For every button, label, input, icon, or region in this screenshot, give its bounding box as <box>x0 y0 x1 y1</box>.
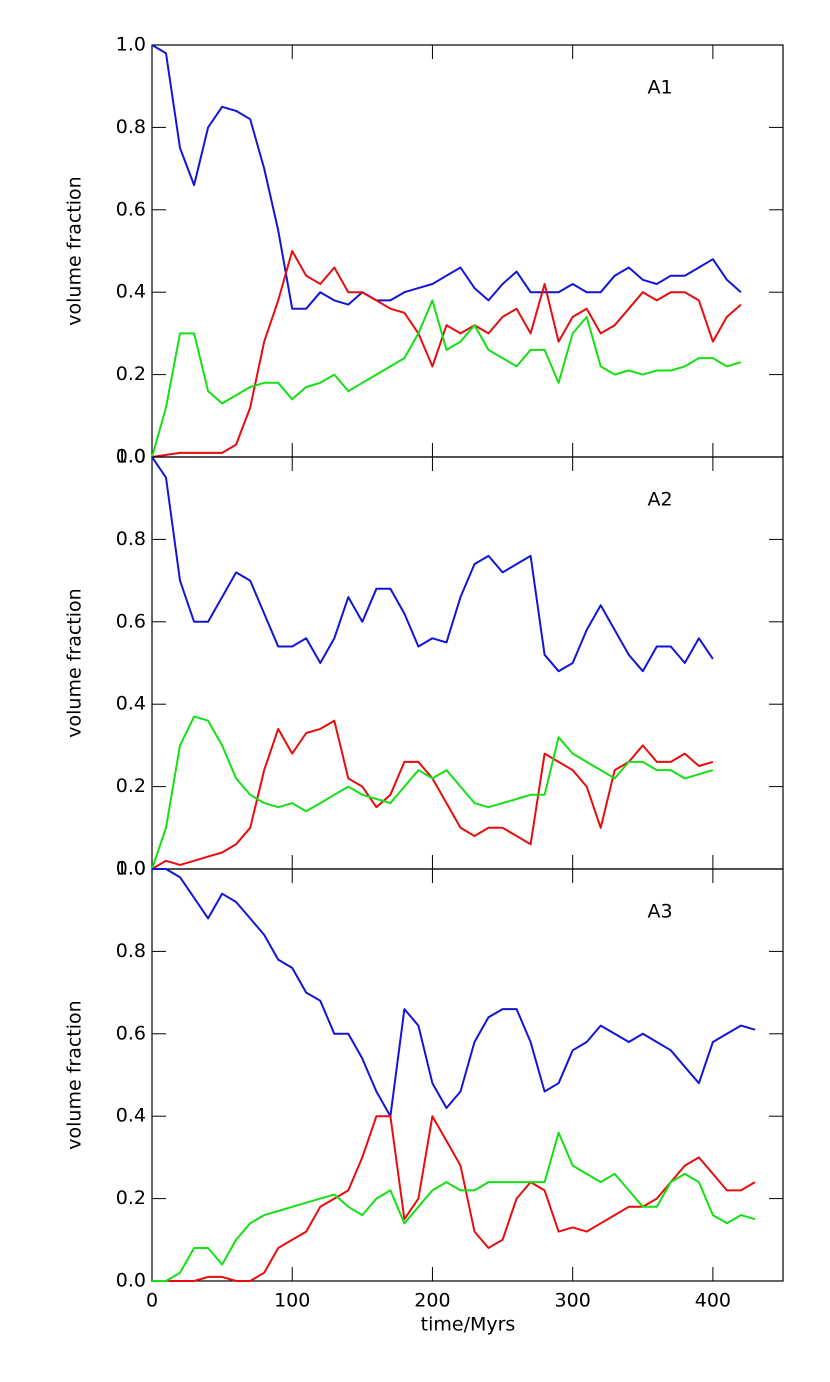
x-tick-label: 200 <box>414 1290 450 1312</box>
y-tick-label: 0.8 <box>116 940 146 962</box>
plot-frame <box>151 44 784 458</box>
y-axis-label: volume fraction <box>64 176 86 325</box>
series-line <box>151 719 714 870</box>
y-tick-label: 0.2 <box>116 1187 146 1209</box>
series-line <box>151 250 742 458</box>
x-tick-label: 300 <box>555 1290 591 1312</box>
y-tick-label: 1.0 <box>116 858 146 880</box>
y-axis-label: volume fraction <box>64 1000 86 1149</box>
series-line <box>151 715 714 870</box>
y-tick-label: 0.6 <box>116 198 146 220</box>
y-tick-label: 0.6 <box>116 1022 146 1044</box>
y-tick-label: 0.0 <box>116 446 146 468</box>
series-line <box>152 868 756 1118</box>
x-tick-label: 100 <box>274 1290 310 1312</box>
y-tick-label: 0.0 <box>116 1270 146 1292</box>
y-tick-label: 0.8 <box>116 116 146 138</box>
x-axis-label: time/Myrs <box>421 1314 516 1336</box>
plot-frame <box>151 456 784 870</box>
y-tick-label: 1.0 <box>116 34 146 56</box>
plot-frame <box>151 868 784 1282</box>
y-tick-label: 0.4 <box>116 693 146 715</box>
panel-label: A3 <box>647 901 672 923</box>
panel-label: A1 <box>647 77 672 99</box>
y-tick-label: 0.0 <box>116 858 146 880</box>
series-line <box>152 1115 756 1282</box>
x-tick-label: 400 <box>695 1290 731 1312</box>
series-line <box>152 1131 756 1282</box>
series-line <box>151 299 742 458</box>
series-line <box>151 44 742 310</box>
panel-label: A2 <box>647 489 672 511</box>
y-axis-label: volume fraction <box>64 588 86 737</box>
y-tick-label: 0.6 <box>116 610 146 632</box>
series-line <box>151 456 714 673</box>
y-tick-label: 0.2 <box>116 775 146 797</box>
y-tick-label: 1.0 <box>116 446 146 468</box>
y-tick-label: 0.2 <box>116 363 146 385</box>
y-tick-label: 0.8 <box>116 528 146 550</box>
y-tick-label: 0.4 <box>116 1105 146 1127</box>
y-tick-label: 0.4 <box>116 281 146 303</box>
x-tick-label: 0 <box>146 1290 158 1312</box>
